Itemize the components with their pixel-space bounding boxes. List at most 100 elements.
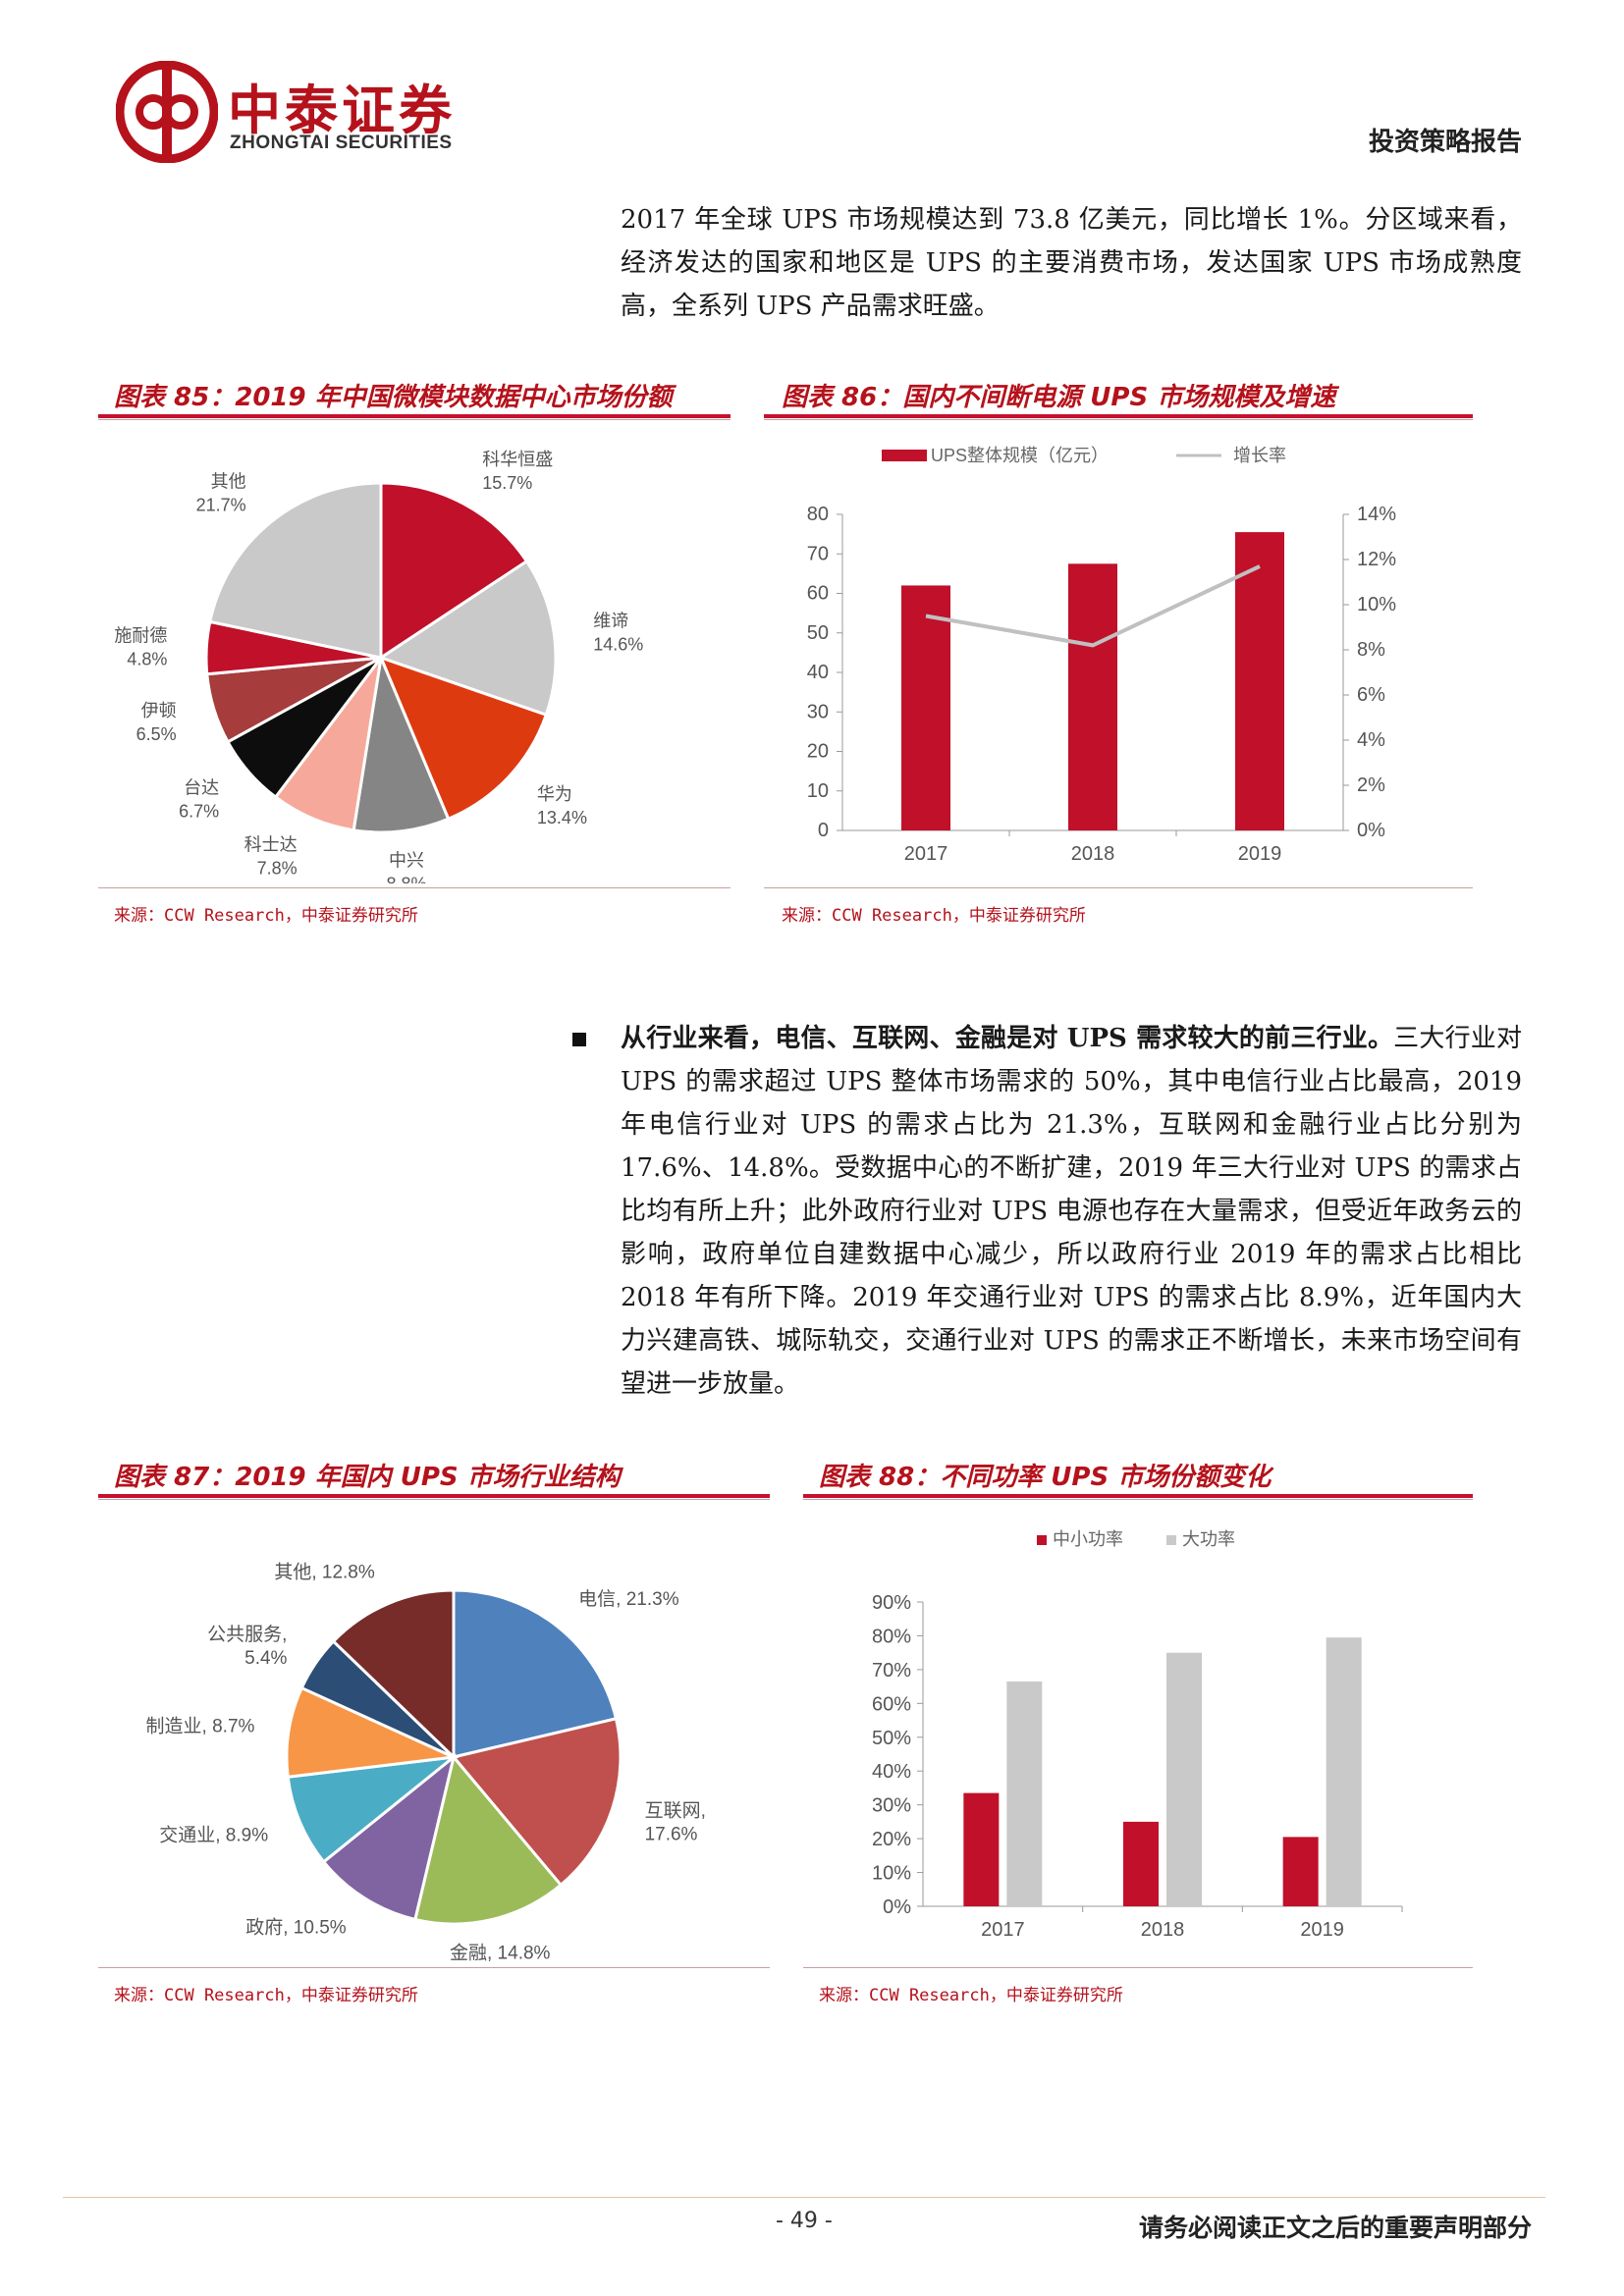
growth-line <box>925 564 1261 648</box>
pie-label: 金融, 14.8% <box>450 1942 551 1963</box>
divider <box>98 419 731 420</box>
bar <box>963 1792 1000 1906</box>
divider <box>98 1494 770 1498</box>
pie-slice <box>285 1685 460 1779</box>
pie-label: 政府, 10.5% <box>245 1916 347 1938</box>
x-tick-label: 2019 <box>1300 1919 1344 1941</box>
legend-label: 大功率 <box>1182 1529 1235 1549</box>
pie-label: 伊顿 <box>141 701 177 721</box>
pie-slice <box>451 1717 623 1888</box>
y-tick-label: 80 <box>807 504 829 525</box>
pie-value-label: 8.8% <box>386 874 426 883</box>
y-tick-label: 70 <box>807 543 829 564</box>
x-tick-label: 2017 <box>981 1919 1025 1941</box>
pie-slice <box>452 1588 619 1759</box>
pie-label: 中兴 <box>389 850 424 870</box>
pie-label: 科士达 <box>244 835 298 855</box>
figure-88: 图表 88：不同功率 UPS 市场份额变化 中小功率 大功率 0% 10% 20% 30%… <box>803 1443 1473 2012</box>
header: 中泰证券 ZHONGTAI SECURITIES 投资策略报告 <box>0 0 1624 196</box>
logo-en: ZHONGTAI SECURITIES <box>230 133 453 153</box>
pie-value-label: 14.6% <box>593 635 643 655</box>
pie-slice <box>286 1754 460 1864</box>
zhongtai-logo-icon <box>116 61 218 163</box>
bullet-body: 三大行业对 UPS 的需求超过 UPS 整体市场需求的 50%，其中电信行业占比… <box>621 1024 1522 1399</box>
y-tick-label: 70% <box>872 1660 911 1682</box>
divider <box>98 1499 770 1500</box>
report-type: 投资策略报告 <box>1368 128 1522 157</box>
figure-87-chart: 电信, 21.3% 互联网, 17.6% 金融, 14.8% 政府, 10.5% 交通业,… <box>146 1561 706 1963</box>
x-tick-label: 2018 <box>1141 1919 1185 1941</box>
pie-value-label: 17.6% <box>645 1825 698 1845</box>
figure-86: 图表 86：国内不间断电源 UPS 市场规模及增速 UPS整体规模（亿元） 增长率… <box>764 363 1473 933</box>
bar <box>1166 1652 1202 1906</box>
figure-87-source: 来源：CCW Research，中泰证券研究所 <box>114 1986 418 2005</box>
page-number: - 49 - <box>776 2209 833 2233</box>
y2-tick-label: 0% <box>1357 820 1385 841</box>
bar <box>1235 532 1284 830</box>
legend-swatch <box>1037 1535 1047 1545</box>
y2-tick-label: 8% <box>1357 639 1385 661</box>
bullet-paragraph: 从行业来看，电信、互联网、金融是对 UPS 需求较大的前三行业。三大行业对 UP… <box>621 1017 1522 1406</box>
pie-value-label: 7.8% <box>257 859 298 879</box>
legend-label: 中小功率 <box>1053 1529 1123 1549</box>
divider <box>764 419 1473 420</box>
y-tick-label: 10% <box>872 1863 911 1885</box>
y-tick-label: 0 <box>818 820 829 841</box>
pie-value-label: 13.4% <box>537 808 587 828</box>
divider <box>803 1494 1473 1498</box>
divider <box>764 887 1473 888</box>
bar <box>1326 1637 1362 1906</box>
y-tick-label: 30% <box>872 1795 911 1817</box>
pie-label: 互联网, <box>645 1800 706 1822</box>
y2-tick-label: 10% <box>1357 594 1396 615</box>
figure-86-source: 来源：CCW Research，中泰证券研究所 <box>782 906 1086 926</box>
pie-label: 台达 <box>184 778 219 798</box>
divider <box>764 414 1473 418</box>
x-tick-label: 2017 <box>904 843 948 865</box>
figure-85-source: 来源：CCW Research，中泰证券研究所 <box>114 906 418 926</box>
divider <box>98 887 731 888</box>
y-tick-label: 50% <box>872 1728 911 1749</box>
bar <box>1006 1681 1043 1906</box>
pie-slice <box>208 481 383 660</box>
pie-value-label: 15.7% <box>482 473 532 493</box>
bar <box>1123 1821 1159 1906</box>
bar <box>1068 563 1117 830</box>
divider <box>803 1499 1473 1500</box>
y-tick-label: 0% <box>883 1896 911 1918</box>
bar <box>901 585 950 830</box>
pie-value-label: 6.7% <box>179 802 219 822</box>
legend-swatch <box>1166 1535 1176 1545</box>
pie-slice <box>331 1588 456 1761</box>
y-tick-label: 50 <box>807 622 829 644</box>
footer-divider <box>63 2197 1545 2198</box>
y-tick-label: 90% <box>872 1592 911 1614</box>
intro-paragraph: 2017 年全球 UPS 市场规模达到 73.8 亿美元，同比增长 1%。分区域… <box>621 198 1522 328</box>
divider <box>98 1967 770 1968</box>
figure-86-title: 图表 86：国内不间断电源 UPS 市场规模及增速 <box>782 383 1336 412</box>
pie-value-label: 21.7% <box>196 496 246 515</box>
legend-label: UPS整体规模（亿元） <box>931 446 1109 465</box>
logo-cn: 中泰证券 <box>228 80 456 141</box>
pie-value-label: 6.5% <box>136 724 177 744</box>
y2-tick-label: 12% <box>1357 549 1396 570</box>
y-tick-label: 20 <box>807 741 829 763</box>
pie-label: 电信, 21.3% <box>578 1588 679 1610</box>
bullet-lead: 从行业来看，电信、互联网、金融是对 UPS 需求较大的前三行业。 <box>621 1024 1394 1053</box>
figure-88-source: 来源：CCW Research，中泰证券研究所 <box>819 1986 1123 2005</box>
figure-87: 图表 87：2019 年国内 UPS 市场行业结构 电信, 21.3% 互联网, 1… <box>98 1443 770 2012</box>
intro-text: 2017 年全球 UPS 市场规模达到 73.8 亿美元，同比增长 1%。分区域… <box>621 205 1522 321</box>
pie-slice <box>321 1753 457 1922</box>
y-tick-label: 60% <box>872 1693 911 1715</box>
y-tick-label: 40 <box>807 662 829 683</box>
figure-85: 图表 85：2019 年中国微模块数据中心市场份额 科华恒盛 15.7% 维谛 14.… <box>98 363 731 933</box>
pie-label: 施耐德 <box>114 626 167 646</box>
figure-86-chart: UPS整体规模（亿元） 增长率 0 10 20 30 40 50 60 70 80 0% 2% 4% 6% 8… <box>807 446 1396 865</box>
figure-85-title: 图表 85：2019 年中国微模块数据中心市场份额 <box>114 383 673 412</box>
y2-tick-label: 6% <box>1357 684 1385 706</box>
y2-tick-label: 2% <box>1357 774 1385 796</box>
legend-label: 增长率 <box>1233 446 1286 465</box>
pie-slice <box>413 1753 564 1926</box>
divider <box>803 1967 1473 1968</box>
pie-slice <box>379 481 529 661</box>
